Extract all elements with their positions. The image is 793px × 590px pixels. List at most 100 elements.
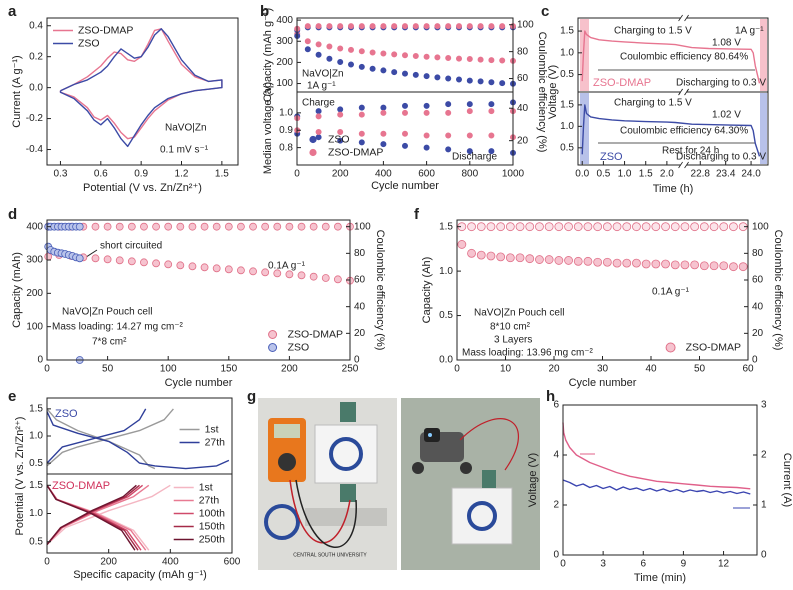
y-tick-label: 1.0 (29, 431, 43, 442)
point (285, 270, 294, 279)
x-tick-label: 0 (44, 557, 50, 568)
point (152, 222, 160, 231)
legend-label: 27th (199, 494, 220, 506)
x-axis-label: Specific capacity (mAh g⁻¹) (73, 569, 207, 581)
y-tick-label: -0.2 (26, 113, 44, 124)
point (719, 261, 729, 271)
annotation: Mass loading: 14.27 mg cm⁻² (52, 322, 184, 333)
point (564, 256, 573, 265)
point (699, 222, 709, 232)
y2-tick-label: 60 (354, 275, 366, 286)
y2-tick-label: 1 (761, 500, 767, 511)
y-tick-label: 1.0 (29, 508, 43, 519)
point (249, 267, 257, 276)
annotation: NaVO|Zn (165, 123, 207, 134)
y2-tick-label: 0 (354, 355, 360, 366)
x-tick-label: 0 (560, 559, 566, 570)
x-tick-label: 600 (418, 169, 435, 180)
point (358, 48, 365, 55)
y-tick-label: 1.0 (439, 266, 453, 277)
x-tick-label: 0.0 (575, 169, 589, 180)
legend-label: 27th (205, 436, 226, 448)
point (466, 56, 473, 63)
annotation: Charging to 1.5 V (614, 26, 692, 37)
point (423, 144, 430, 151)
y-axis-label: Voltage (V) (527, 453, 539, 507)
series-line (562, 422, 751, 490)
y-tick-label: 0.2 (29, 51, 43, 62)
point (176, 261, 185, 270)
y-axis-label: Voltage (V) (547, 65, 559, 119)
y-tick-label: 400 (26, 221, 43, 232)
point (412, 23, 419, 30)
axes-frame (46, 219, 351, 361)
annotation: Discharging to 0.3 V (676, 152, 766, 163)
point (466, 108, 473, 115)
point (115, 222, 124, 231)
y2-tick-label: 80 (517, 46, 529, 57)
point (525, 222, 535, 232)
point (380, 23, 387, 30)
annotation: 1A g⁻¹ (307, 81, 336, 92)
point (583, 222, 593, 232)
point (488, 101, 495, 108)
y-tick-label: 0.5 (29, 536, 43, 547)
y-tick-label: 100 (26, 321, 43, 332)
x-tick-label: 0 (454, 364, 460, 375)
point (488, 57, 495, 64)
point (476, 222, 486, 232)
x-tick-label: 0.5 (596, 169, 610, 180)
point (457, 240, 467, 249)
y2-tick-label: 0 (761, 550, 767, 561)
point (188, 222, 197, 231)
annotation: 1.02 V (712, 110, 741, 121)
point (44, 252, 53, 261)
point (152, 259, 160, 268)
point (304, 38, 311, 45)
point (535, 222, 544, 232)
photo-text: CENTRAL SOUTH UNIVERSITY (293, 552, 367, 558)
point (488, 148, 495, 155)
x-tick-label: 3 (600, 559, 606, 570)
x-axis-label: Time (min) (634, 572, 686, 584)
point (445, 109, 452, 116)
legend-label: 1st (199, 481, 213, 493)
point (200, 263, 209, 272)
x-tick-label: 800 (461, 169, 478, 180)
annotation: 0.1A g⁻¹ (268, 261, 306, 272)
y-axis-label: Median voltage (V) (262, 82, 274, 174)
point (337, 137, 344, 144)
point (488, 108, 495, 115)
point (641, 259, 651, 269)
point (661, 259, 670, 269)
y-tick-label: 0.8 (279, 142, 293, 153)
point (544, 222, 554, 232)
annotation: 0.1 mV s⁻¹ (160, 145, 209, 156)
x-tick-label: 20 (548, 364, 560, 375)
point (358, 111, 365, 118)
point (445, 101, 452, 108)
y-tick-label: 1.0 (560, 121, 574, 132)
point (434, 74, 441, 81)
axis-break (678, 88, 689, 96)
point (337, 128, 344, 135)
point (602, 222, 612, 232)
x-tick-label: 600 (224, 557, 241, 568)
point (401, 130, 408, 137)
point (467, 222, 476, 232)
point (455, 55, 462, 62)
y-tick-label: 4 (553, 450, 559, 461)
x-tick-label: 200 (100, 557, 117, 568)
y2-tick-label: 3 (761, 400, 767, 411)
point (401, 23, 408, 30)
x-axis-label: Time (h) (653, 183, 694, 195)
y-axis-label: Potential (V vs. Zn/Zn²⁺) (14, 417, 26, 536)
annotation: Discharging to 0.3 V (676, 78, 766, 89)
point (326, 23, 333, 30)
x-tick-label: 40 (645, 364, 657, 375)
point (496, 222, 506, 232)
y-tick-label: 0.5 (560, 69, 574, 80)
point (333, 275, 342, 284)
y-tick-label: 300 (26, 255, 43, 266)
